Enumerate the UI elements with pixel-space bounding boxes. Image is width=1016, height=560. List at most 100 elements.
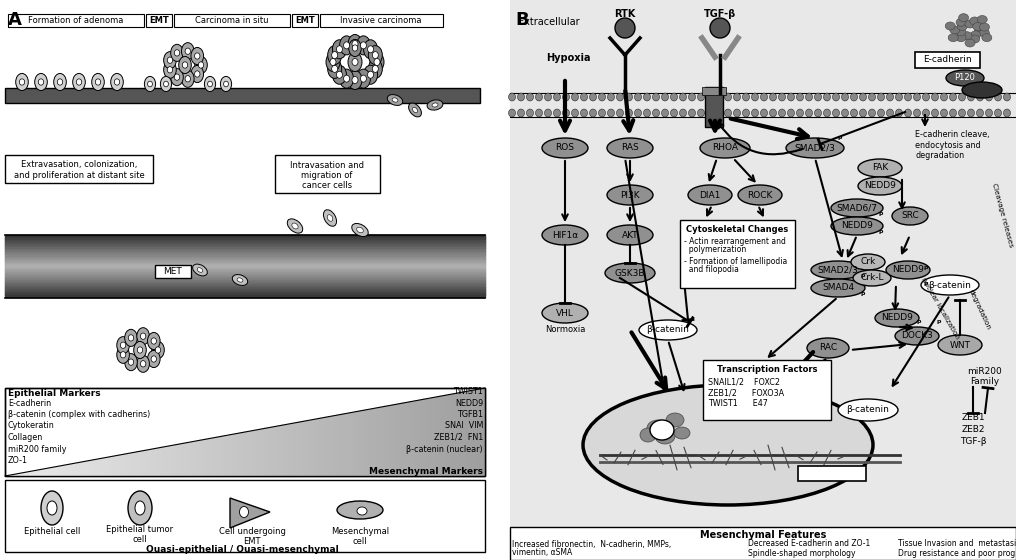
Ellipse shape: [1004, 109, 1011, 117]
Text: vimentin, αSMA: vimentin, αSMA: [512, 548, 572, 558]
Ellipse shape: [370, 53, 384, 72]
Ellipse shape: [220, 76, 232, 92]
Text: Normoxia: Normoxia: [545, 325, 585, 334]
Ellipse shape: [224, 81, 229, 87]
Ellipse shape: [967, 109, 974, 117]
Text: E-cadherin cleave,: E-cadherin cleave,: [915, 130, 990, 139]
Text: nuclear localization: nuclear localization: [919, 276, 960, 340]
Ellipse shape: [352, 40, 358, 48]
Ellipse shape: [168, 67, 173, 73]
Ellipse shape: [824, 93, 830, 101]
Ellipse shape: [680, 109, 687, 117]
Text: miR200 family: miR200 family: [8, 445, 66, 454]
Ellipse shape: [806, 109, 813, 117]
Ellipse shape: [904, 93, 911, 101]
Ellipse shape: [706, 93, 713, 101]
Text: ZEB1/2  FN1: ZEB1/2 FN1: [434, 433, 483, 442]
Bar: [174, 14, 290, 27]
Ellipse shape: [1004, 93, 1011, 101]
Ellipse shape: [967, 93, 974, 101]
Ellipse shape: [185, 76, 190, 82]
Bar: [5, 88, 480, 103]
Bar: [155, 265, 191, 278]
Text: ZEB2: ZEB2: [961, 426, 985, 435]
Bar: [510, 0, 1016, 527]
Ellipse shape: [797, 93, 804, 101]
Bar: [275, 155, 380, 193]
Ellipse shape: [323, 210, 336, 226]
Ellipse shape: [542, 138, 588, 158]
Ellipse shape: [895, 327, 939, 345]
Ellipse shape: [361, 42, 367, 49]
Text: E-cadherin: E-cadherin: [923, 55, 971, 64]
Text: Mesenchymal Markers: Mesenchymal Markers: [369, 468, 483, 477]
Ellipse shape: [617, 93, 624, 101]
Ellipse shape: [965, 39, 975, 47]
Text: p: p: [924, 264, 929, 269]
Ellipse shape: [353, 45, 358, 51]
Ellipse shape: [73, 73, 85, 91]
Ellipse shape: [734, 93, 741, 101]
Ellipse shape: [969, 35, 979, 43]
Ellipse shape: [155, 347, 161, 353]
Ellipse shape: [41, 491, 63, 525]
Ellipse shape: [120, 342, 126, 348]
Ellipse shape: [583, 385, 873, 505]
Text: Crk-L: Crk-L: [861, 273, 884, 282]
Ellipse shape: [147, 351, 161, 367]
Ellipse shape: [666, 413, 684, 427]
Ellipse shape: [117, 346, 129, 363]
Ellipse shape: [878, 93, 885, 101]
Text: β-catenin: β-catenin: [846, 405, 889, 414]
Ellipse shape: [700, 138, 750, 158]
Ellipse shape: [639, 320, 697, 340]
Ellipse shape: [517, 93, 524, 101]
Text: Tissue Invasion and  metastasis: Tissue Invasion and metastasis: [898, 539, 1016, 548]
Text: SMAD6/7: SMAD6/7: [836, 203, 878, 212]
Ellipse shape: [240, 506, 249, 517]
Ellipse shape: [125, 329, 137, 347]
Ellipse shape: [164, 52, 176, 69]
Text: p: p: [879, 228, 883, 234]
Ellipse shape: [724, 109, 732, 117]
Ellipse shape: [986, 109, 993, 117]
Ellipse shape: [671, 93, 678, 101]
Bar: [292, 14, 317, 27]
Ellipse shape: [91, 73, 105, 91]
Text: GSK3B: GSK3B: [615, 268, 645, 278]
Ellipse shape: [920, 275, 979, 295]
Ellipse shape: [336, 71, 342, 78]
Bar: [703, 360, 831, 420]
Ellipse shape: [995, 109, 1002, 117]
Ellipse shape: [182, 62, 188, 68]
Text: ZO-1: ZO-1: [8, 456, 28, 465]
Ellipse shape: [343, 75, 350, 82]
Polygon shape: [230, 498, 270, 528]
Ellipse shape: [715, 109, 722, 117]
Ellipse shape: [182, 70, 194, 87]
Ellipse shape: [517, 109, 524, 117]
Ellipse shape: [895, 93, 902, 101]
Ellipse shape: [607, 225, 653, 245]
Ellipse shape: [608, 93, 615, 101]
Text: Invasive carcinoma: Invasive carcinoma: [340, 16, 422, 25]
Ellipse shape: [151, 356, 156, 362]
Ellipse shape: [137, 355, 149, 372]
Ellipse shape: [981, 34, 992, 41]
Ellipse shape: [832, 109, 839, 117]
Ellipse shape: [144, 76, 155, 92]
Ellipse shape: [168, 57, 173, 63]
Ellipse shape: [815, 93, 822, 101]
Text: Epithelial cell: Epithelial cell: [23, 528, 80, 536]
Text: DOCK3: DOCK3: [901, 332, 933, 340]
Ellipse shape: [878, 109, 885, 117]
Ellipse shape: [956, 18, 966, 26]
Ellipse shape: [607, 138, 653, 158]
Text: β-catenin: β-catenin: [646, 325, 690, 334]
Ellipse shape: [408, 103, 422, 117]
Ellipse shape: [860, 93, 867, 101]
Ellipse shape: [508, 93, 515, 101]
Text: B: B: [515, 11, 528, 29]
Ellipse shape: [137, 328, 149, 345]
Text: A: A: [8, 11, 22, 29]
